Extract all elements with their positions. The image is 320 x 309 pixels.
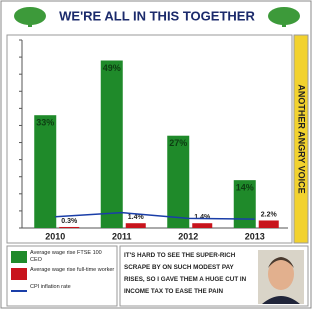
portrait — [258, 250, 304, 304]
bar — [259, 220, 279, 228]
quote: IT'S HARD TO SEE THE SUPER-RICH SCRAPE B… — [124, 250, 254, 298]
value-label: 33% — [36, 118, 54, 128]
value-label: 2.2% — [261, 211, 278, 218]
side-label: ANOTHER ANGRY VOICE — [297, 84, 307, 193]
x-tick-label: 2013 — [245, 231, 265, 241]
value-label: 1.4% — [194, 214, 211, 221]
quote-box: IT'S HARD TO SEE THE SUPER-RICH SCRAPE B… — [124, 250, 254, 304]
legend-label: Average wage rise full-time worker — [30, 267, 115, 274]
bar — [34, 115, 56, 228]
infographic: WE'RE ALL IN THIS TOGETHER ANOTHER ANGRY… — [0, 0, 312, 309]
x-tick-label: 2012 — [178, 231, 198, 241]
value-label: 14% — [236, 183, 254, 193]
value-label: 49% — [103, 63, 121, 73]
bar — [192, 223, 212, 228]
title: WE'RE ALL IN THIS TOGETHER — [59, 8, 255, 23]
legend-entry: Average wage rise full-time worker — [30, 267, 115, 283]
bar — [167, 136, 189, 228]
legend-swatch — [11, 251, 27, 263]
legend-entry: CPI inflation rate — [30, 284, 115, 300]
bar — [126, 223, 146, 228]
value-label: 0.3% — [61, 218, 78, 225]
bar — [59, 227, 79, 228]
legend-label: Average wage rise FTSE 100 CEO — [30, 250, 115, 264]
x-tick-label: 2010 — [45, 231, 65, 241]
legend-entry: Average wage rise FTSE 100 CEO — [30, 250, 115, 266]
legend-label: CPI inflation rate — [30, 284, 115, 291]
bar — [101, 61, 123, 228]
legend-swatch — [11, 268, 27, 280]
value-label: 27% — [169, 138, 187, 148]
x-tick-label: 2011 — [112, 231, 132, 241]
